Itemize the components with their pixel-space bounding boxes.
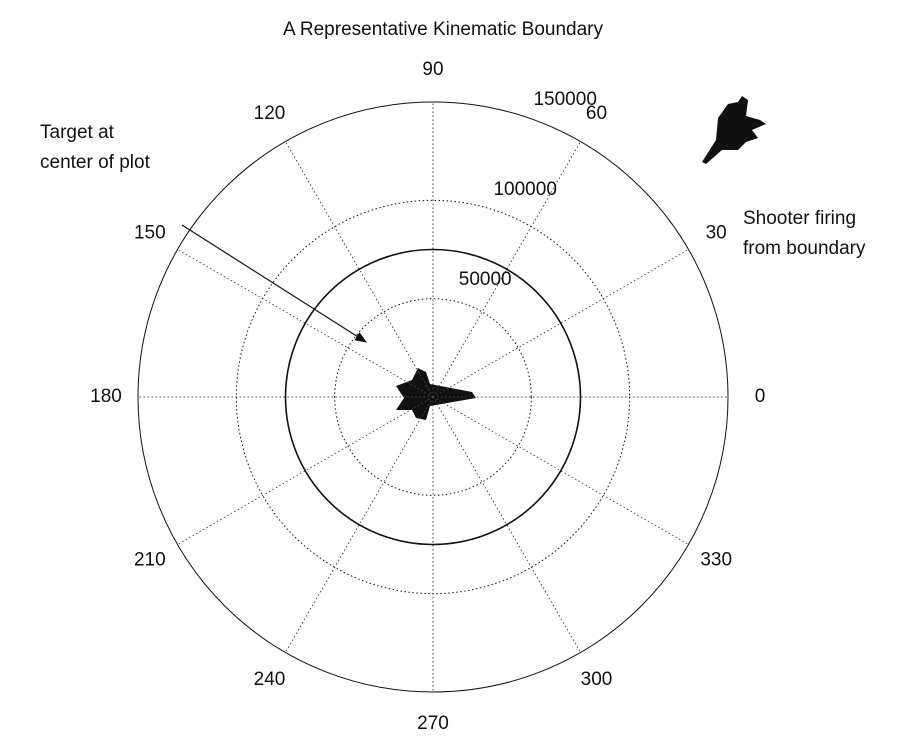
chart: A Representative Kinematic Boundary 0306…: [0, 0, 916, 740]
annotation: Target at: [40, 122, 115, 143]
theta-tick-label: 90: [422, 59, 443, 80]
r-tick-label: 150000: [533, 89, 596, 110]
theta-tick-label: 150: [134, 223, 166, 244]
theta-tick-label: 330: [700, 550, 732, 571]
theta-tick-label: 300: [581, 669, 613, 690]
theta-tick-label: 240: [254, 669, 286, 690]
theta-tick-label: 120: [254, 103, 286, 124]
chart-title: A Representative Kinematic Boundary: [283, 19, 604, 40]
theta-tick-label: 210: [134, 550, 166, 571]
r-tick-label: 100000: [493, 179, 556, 200]
shooter-aircraft: [702, 96, 766, 164]
theta-tick-label: 180: [90, 386, 122, 407]
theta-tick-label: 30: [706, 223, 727, 244]
annotation: center of plot: [40, 152, 151, 173]
r-tick-label: 50000: [459, 269, 512, 290]
theta-tick-label: 270: [417, 713, 449, 734]
target-aircraft: [396, 368, 476, 420]
annotation: Shooter firing: [743, 208, 856, 229]
theta-tick-label: 0: [755, 386, 766, 407]
annotation: from boundary: [743, 238, 866, 259]
